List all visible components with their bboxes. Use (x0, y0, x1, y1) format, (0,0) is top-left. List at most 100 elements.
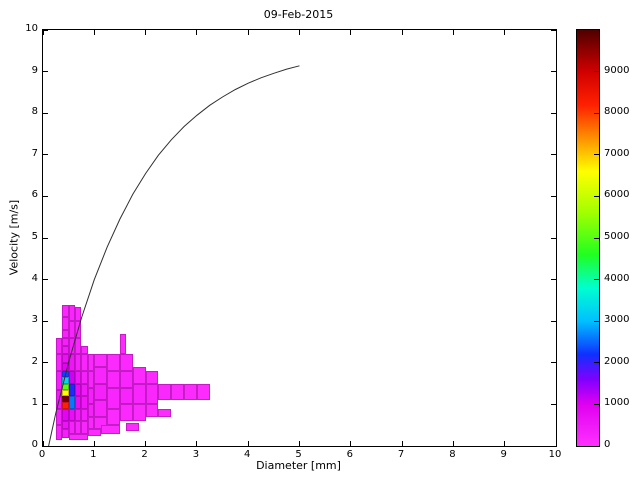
heatmap-cell (145, 383, 159, 405)
heatmap-cell (119, 404, 133, 422)
tick-mark (93, 30, 95, 35)
heatmap-cell (62, 396, 69, 403)
heatmap-cell (132, 366, 146, 384)
heatmap-cell (100, 425, 120, 434)
tick-mark (43, 279, 48, 281)
heatmap-cell (75, 383, 82, 397)
tick-mark (247, 441, 249, 446)
colorbar-tick-mark (594, 195, 599, 197)
colorbar-tick-label: 6000 (604, 189, 630, 201)
x-tick-label: 3 (192, 449, 200, 460)
heatmap-cell (94, 400, 108, 417)
heatmap-cell (75, 337, 82, 355)
heatmap-cell (132, 383, 146, 405)
heatmap-cell (94, 354, 108, 367)
tick-mark (299, 441, 300, 446)
heatmap-cell (68, 433, 88, 440)
tick-mark (93, 441, 95, 446)
heatmap-cell (119, 387, 133, 405)
heatmap-cell (55, 425, 63, 440)
y-tick-label: 2 (31, 355, 38, 367)
heatmap-cell (119, 371, 133, 388)
colorbar-tick-label: 0 (604, 439, 611, 450)
plot-area (42, 29, 557, 447)
tick-mark (43, 29, 48, 31)
heatmap-cell (62, 429, 69, 438)
heatmap-cell (132, 404, 146, 422)
tick-mark (551, 279, 556, 281)
heatmap-cell (184, 383, 197, 401)
x-tick-label: 9 (500, 449, 507, 460)
heatmap-cell (87, 371, 95, 388)
heatmap-cell (68, 304, 76, 322)
colorbar-tick-mark (594, 403, 599, 405)
tick-mark (43, 154, 48, 156)
tick-mark (299, 30, 300, 35)
heatmap-cell (75, 306, 82, 322)
heatmap-cell (62, 408, 69, 422)
tick-mark (42, 441, 44, 446)
tick-mark (551, 71, 556, 73)
heatmap-cell (87, 429, 101, 436)
tick-mark (504, 30, 506, 35)
heatmap-cell (68, 371, 76, 384)
heatmap-cell (75, 371, 82, 384)
heatmap-cell (119, 354, 133, 372)
tick-mark (43, 320, 48, 322)
colorbar-tick-mark (594, 154, 599, 156)
tick-mark (43, 445, 48, 447)
heatmap-cell (126, 423, 140, 432)
y-tick-label: 4 (31, 272, 38, 284)
heatmap-cell (87, 354, 95, 372)
heatmap-cell (62, 354, 69, 363)
heatmap-cell (62, 317, 69, 330)
tick-marks (42, 29, 557, 447)
heatmap-cell (81, 354, 88, 372)
heatmap-cell (62, 402, 69, 409)
colorbar-tick-label: 8000 (604, 106, 630, 118)
heatmap-cell (68, 408, 76, 422)
heatmap-cell (68, 321, 76, 338)
tick-mark (452, 441, 454, 446)
heatmap-cell (119, 333, 127, 355)
heatmap-cell (68, 421, 76, 434)
heatmap-cell (68, 354, 76, 372)
colorbar-tick-label: 5000 (604, 231, 630, 242)
x-tick-label: 2 (141, 449, 148, 460)
heatmap-cell (55, 354, 63, 372)
heatmap-cell (62, 377, 69, 384)
heatmap-cell (107, 371, 120, 388)
heatmap-cell (158, 383, 172, 401)
y-axis-label: Velocity [m/s] (7, 199, 21, 276)
colorbar-tick-mark (594, 320, 599, 322)
heatmap-cell (81, 383, 88, 397)
heatmap-cell (94, 383, 108, 401)
tick-mark (452, 30, 454, 35)
heatmap-cell (62, 362, 69, 372)
x-tick-label: 6 (346, 449, 353, 460)
heatmap-cell (87, 404, 95, 417)
tick-mark (555, 441, 557, 446)
heatmap-cell (81, 371, 88, 384)
heatmap-cell (81, 408, 88, 422)
colorbar-tick-mark (594, 112, 599, 114)
tick-mark (43, 71, 48, 73)
x-tick-label: 5 (295, 449, 302, 460)
colorbar-tick-label: 3000 (604, 314, 630, 326)
colorbar-tick-mark (594, 445, 599, 447)
heatmap-cell (145, 404, 159, 417)
heatmap-layer (43, 30, 556, 446)
colorbar-tick-label: 4000 (604, 272, 630, 284)
x-tick-label: 1 (90, 449, 97, 460)
terminal-velocity-curve (48, 65, 300, 446)
tick-mark (551, 320, 556, 322)
heatmap-cell (62, 421, 69, 430)
heatmap-cell (62, 389, 69, 397)
terminal-velocity-line (48, 65, 300, 446)
x-tick-label: 8 (449, 449, 456, 460)
colorbar-tick-mark (594, 362, 599, 364)
heatmap-cell (87, 416, 95, 430)
heatmap-cell (158, 408, 172, 417)
tick-mark (551, 237, 556, 239)
